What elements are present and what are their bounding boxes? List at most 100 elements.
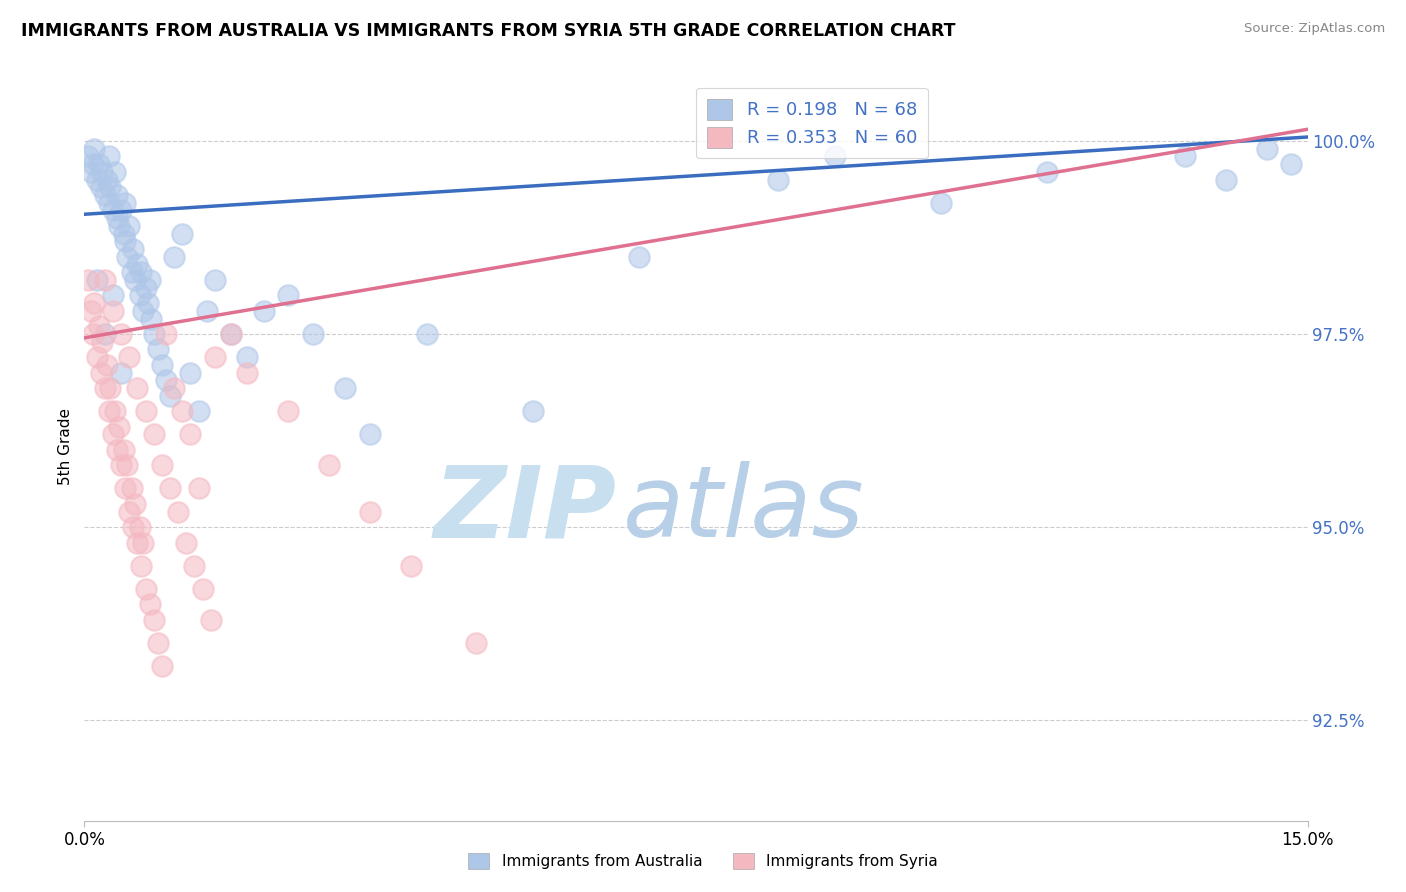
Point <box>105 188 128 202</box>
Point <box>127 381 149 395</box>
Y-axis label: 5th Grade: 5th Grade <box>58 408 73 484</box>
Point <box>277 404 299 418</box>
Point <box>301 326 323 341</box>
Point <box>91 334 114 349</box>
Point <box>128 288 150 302</box>
Point <box>200 613 222 627</box>
Point <box>104 165 127 179</box>
Point <box>114 235 136 249</box>
Point <box>93 381 115 395</box>
Point <box>97 404 120 418</box>
Point <box>131 265 153 279</box>
Point <box>824 149 846 163</box>
Point <box>93 326 115 341</box>
Point <box>522 404 544 418</box>
Point <box>105 442 128 457</box>
Point <box>121 482 143 496</box>
Point <box>83 142 105 156</box>
Point <box>127 257 149 271</box>
Point <box>1035 165 1057 179</box>
Point <box>110 326 132 341</box>
Point <box>1256 142 1278 156</box>
Text: ZIP: ZIP <box>433 461 616 558</box>
Point <box>191 582 214 596</box>
Point <box>132 303 155 318</box>
Point <box>87 319 110 334</box>
Point <box>219 326 242 341</box>
Point <box>121 265 143 279</box>
Point <box>86 350 108 364</box>
Point <box>187 482 209 496</box>
Point <box>107 419 129 434</box>
Point <box>80 165 103 179</box>
Point <box>114 195 136 210</box>
Point <box>159 482 181 496</box>
Point <box>1279 157 1302 171</box>
Point <box>105 211 128 226</box>
Point <box>277 288 299 302</box>
Point <box>135 404 157 418</box>
Point <box>82 157 104 171</box>
Point <box>114 482 136 496</box>
Legend: R = 0.198   N = 68, R = 0.353   N = 60: R = 0.198 N = 68, R = 0.353 N = 60 <box>696 88 928 159</box>
Point <box>1174 149 1197 163</box>
Point <box>179 366 201 380</box>
Point <box>86 273 108 287</box>
Point <box>174 535 197 549</box>
Point <box>101 427 124 442</box>
Point <box>115 458 138 473</box>
Point <box>132 535 155 549</box>
Point <box>146 636 169 650</box>
Point <box>96 172 118 186</box>
Point <box>122 242 145 256</box>
Point <box>118 505 141 519</box>
Text: Source: ZipAtlas.com: Source: ZipAtlas.com <box>1244 22 1385 36</box>
Point <box>359 427 381 442</box>
Point <box>80 303 103 318</box>
Point <box>172 404 194 418</box>
Point <box>77 273 100 287</box>
Point <box>112 442 135 457</box>
Point <box>142 326 165 341</box>
Point <box>93 188 115 202</box>
Point <box>179 427 201 442</box>
Point <box>155 373 177 387</box>
Point <box>150 458 173 473</box>
Point <box>150 358 173 372</box>
Point <box>90 366 112 380</box>
Point <box>96 358 118 372</box>
Text: IMMIGRANTS FROM AUSTRALIA VS IMMIGRANTS FROM SYRIA 5TH GRADE CORRELATION CHART: IMMIGRANTS FROM AUSTRALIA VS IMMIGRANTS … <box>21 22 956 40</box>
Point <box>93 273 115 287</box>
Point <box>127 535 149 549</box>
Point <box>1215 172 1237 186</box>
Point <box>112 227 135 241</box>
Point <box>135 582 157 596</box>
Point <box>163 250 186 264</box>
Point <box>464 636 486 650</box>
Point <box>138 598 160 612</box>
Point <box>118 350 141 364</box>
Point <box>110 366 132 380</box>
Point <box>124 273 146 287</box>
Point <box>110 458 132 473</box>
Point <box>163 381 186 395</box>
Point <box>142 427 165 442</box>
Point <box>107 219 129 233</box>
Point <box>131 558 153 573</box>
Point <box>219 326 242 341</box>
Point <box>128 520 150 534</box>
Point <box>929 195 952 210</box>
Point <box>90 180 112 194</box>
Point <box>122 520 145 534</box>
Point <box>138 273 160 287</box>
Point <box>183 558 205 573</box>
Point <box>101 203 124 218</box>
Point <box>141 311 163 326</box>
Point <box>159 389 181 403</box>
Point <box>82 326 104 341</box>
Point <box>766 172 789 186</box>
Point <box>101 303 124 318</box>
Point <box>101 288 124 302</box>
Point <box>416 326 439 341</box>
Legend: Immigrants from Australia, Immigrants from Syria: Immigrants from Australia, Immigrants fr… <box>461 847 945 875</box>
